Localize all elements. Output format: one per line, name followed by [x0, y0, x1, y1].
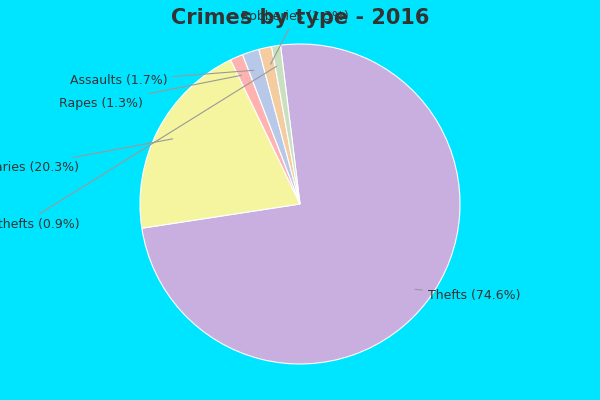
Wedge shape: [140, 60, 300, 228]
Wedge shape: [242, 49, 300, 204]
Text: Thefts (74.6%): Thefts (74.6%): [415, 289, 521, 302]
Text: Auto thefts (0.9%): Auto thefts (0.9%): [0, 66, 277, 231]
Text: Rapes (1.3%): Rapes (1.3%): [59, 75, 241, 110]
Text: Burglaries (20.3%): Burglaries (20.3%): [0, 139, 173, 174]
Text: Assaults (1.7%): Assaults (1.7%): [70, 70, 254, 87]
Text: Crimes by type - 2016: Crimes by type - 2016: [171, 8, 429, 28]
Text: Robberies (1.3%): Robberies (1.3%): [241, 10, 349, 64]
Wedge shape: [142, 44, 460, 364]
Wedge shape: [230, 55, 300, 204]
Wedge shape: [259, 46, 300, 204]
Wedge shape: [272, 45, 300, 204]
